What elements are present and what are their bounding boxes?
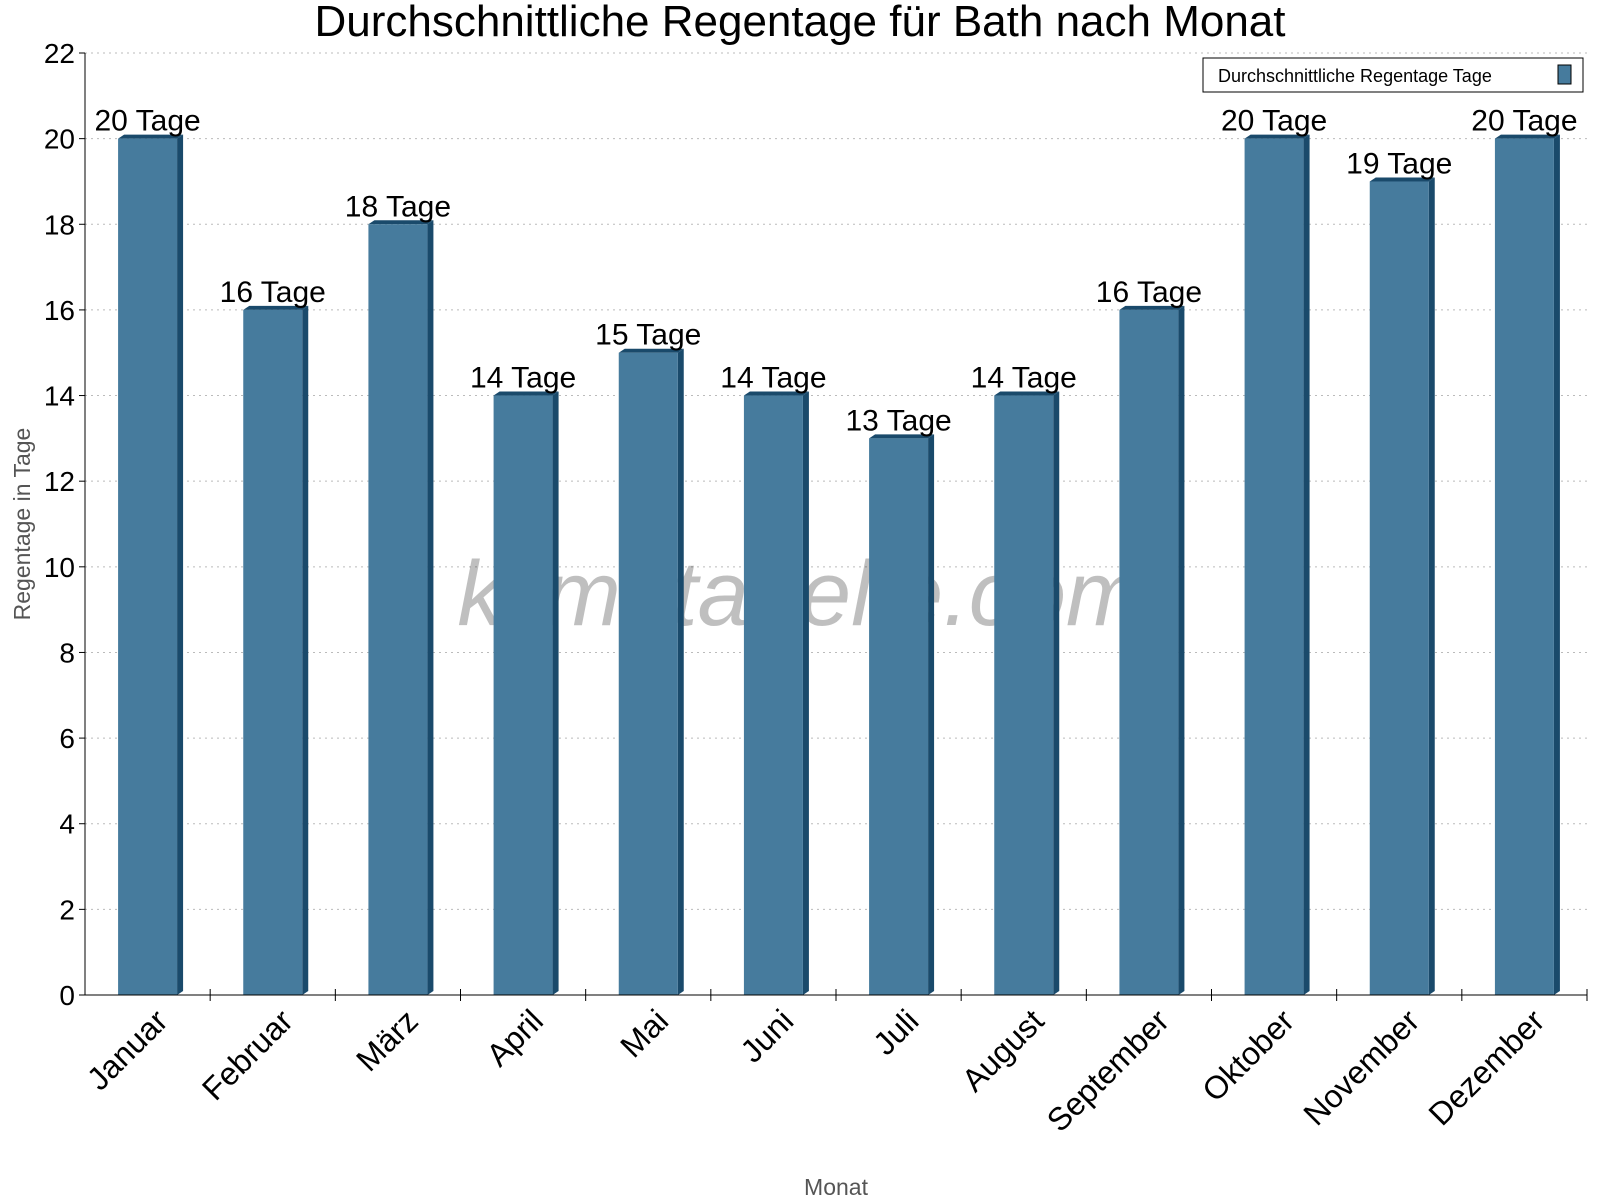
bar [1244,138,1304,996]
x-tick-label: Februar [195,1002,300,1107]
data-label: 19 Tage [1346,147,1452,180]
bar-top [1244,134,1310,139]
bar-top [118,134,184,139]
legend-box [1202,57,1584,93]
legend-swatch [1557,64,1572,85]
bar-side [1303,134,1310,996]
chart-title: Durchschnittliche Regentage für Bath nac… [314,0,1285,46]
legend[interactable]: Durchschnittliche Regentage Tage [1202,57,1584,93]
bar-top [1494,134,1560,139]
bar-side [1178,305,1185,996]
y-tick-label: 2 [59,894,75,925]
y-tick-label: 12 [44,466,75,497]
data-label: 14 Tage [720,362,826,395]
data-label: 14 Tage [971,362,1077,395]
x-tick-label: Juli [866,1002,925,1061]
x-tick-label: Mai [613,1002,675,1064]
bar-side [802,391,809,996]
y-tick-label: 4 [59,809,75,840]
bar-side [928,434,935,995]
y-tick-label: 0 [59,980,75,1011]
bar [493,395,553,996]
y-tick-label: 6 [59,723,75,754]
data-label: 15 Tage [595,319,701,352]
data-label: 16 Tage [1096,276,1202,309]
bar-side [1428,177,1435,996]
y-tick-label: 16 [44,295,75,326]
x-tick-label: Juni [733,1002,800,1069]
bar-side [677,348,684,995]
bar-side [552,391,559,996]
bar [1369,181,1429,996]
y-tick-label: 20 [44,124,75,155]
data-label: 18 Tage [345,190,451,223]
bar [994,395,1054,996]
x-tick-label: April [479,1002,550,1073]
bar-top [994,391,1060,396]
bar-top [1119,305,1185,310]
y-axis-label: Regentage in Tage [9,428,35,621]
y-tick-label: 8 [59,637,75,668]
x-tick-label: August [955,1002,1051,1098]
bar-side [1053,391,1060,996]
bar [618,352,678,995]
x-tick-label: Oktober [1195,1002,1301,1108]
bar [869,438,929,995]
bar [743,395,803,996]
bar-top [743,391,809,396]
x-axis-label: Monat [804,1174,869,1200]
bars: 20 Tage 16 Tage 18 Tage 14 Tage 15 Tage 14 Ta… [94,105,1578,996]
gridlines [85,52,1587,910]
bar-top [618,348,684,353]
y-tick-label: 18 [44,209,75,240]
x-tick-label: Dezember [1422,1002,1552,1132]
data-label: 16 Tage [220,276,326,309]
bar-side [302,305,309,996]
bar-top [493,391,559,396]
data-label: 20 Tage [94,105,200,138]
bar [118,138,178,996]
bar-top [243,305,309,310]
data-label: 20 Tage [1471,105,1577,138]
x-tick-label: September [1040,1002,1176,1138]
data-label: 14 Tage [470,362,576,395]
bar [243,309,303,996]
bar [368,224,428,996]
y-tick-label: 10 [44,552,75,583]
bar [1119,309,1179,996]
bar-side [1553,134,1560,996]
x-tick-label: Januar [80,1002,175,1097]
bar-side [427,220,434,996]
bar-top [1369,177,1435,182]
y-tick-label: 22 [44,38,75,69]
x-tick-label: November [1296,1002,1426,1132]
bar-top [869,434,935,439]
x-tick-label: März [349,1002,425,1078]
bar-top [368,220,434,225]
y-tick-label: 14 [44,381,75,412]
data-label: 20 Tage [1221,105,1327,138]
data-label: 13 Tage [845,404,951,437]
bar [1494,138,1554,996]
legend-label: Durchschnittliche Regentage Tage [1218,66,1492,86]
bar-side [177,134,184,996]
